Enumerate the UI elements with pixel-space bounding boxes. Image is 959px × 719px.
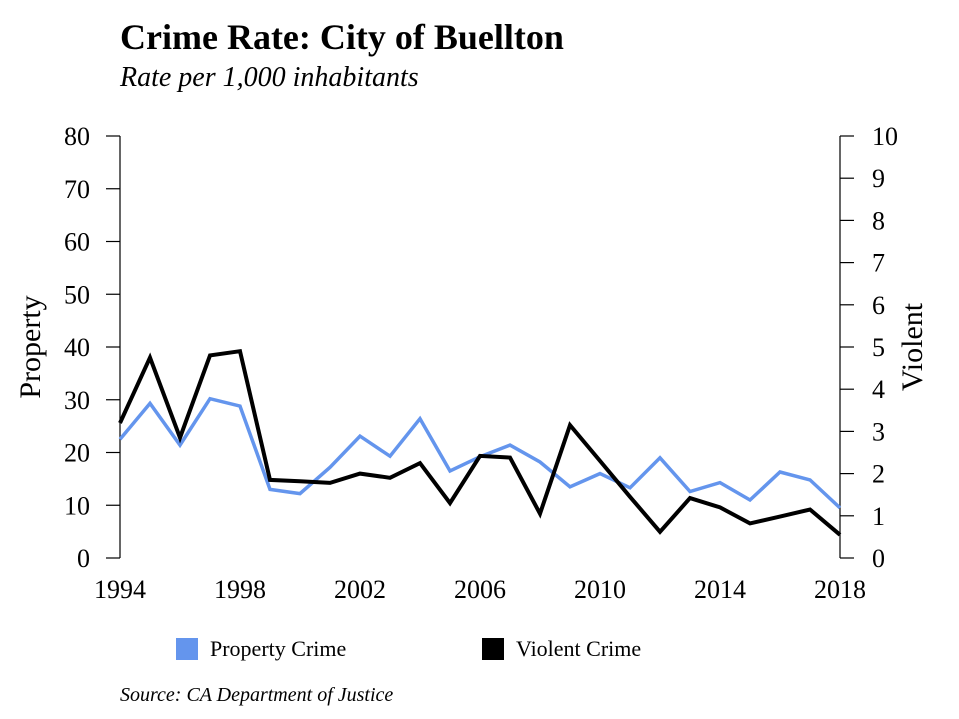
chart-subtitle: Rate per 1,000 inhabitants xyxy=(120,62,419,93)
property-crime-legend-swatch xyxy=(176,638,198,660)
violent-crime-legend-swatch xyxy=(482,638,504,660)
left-tick-label: 10 xyxy=(64,491,90,520)
right-tick-label: 5 xyxy=(872,333,885,362)
left-tick-label: 40 xyxy=(64,333,90,362)
left-tick-label: 20 xyxy=(64,439,90,468)
legend: Property Crime Violent Crime xyxy=(176,636,641,661)
right-tick-label: 6 xyxy=(872,291,885,320)
property-crime-line xyxy=(118,396,842,510)
x-tick-label: 1998 xyxy=(214,575,266,604)
x-tick-label: 1994 xyxy=(94,575,146,604)
x-tick-label: 2018 xyxy=(814,575,866,604)
axes: 0 10 20 30 40 50 60 70 80 0 1 2 3 4 5 6 7 8 9 10 1994 1998 200… xyxy=(14,122,929,604)
right-tick-label: 10 xyxy=(872,122,898,151)
left-tick-label: 0 xyxy=(77,544,90,573)
right-tick-label: 7 xyxy=(872,249,885,278)
left-tick-label: 50 xyxy=(64,280,90,309)
right-tick-label: 3 xyxy=(872,417,885,446)
right-tick-label: 4 xyxy=(872,375,885,404)
violent-crime-legend-label: Violent Crime xyxy=(516,636,641,661)
x-tick-label: 2002 xyxy=(334,575,386,604)
series-layer xyxy=(118,348,842,537)
x-tick-label: 2014 xyxy=(694,575,746,604)
left-tick-label: 30 xyxy=(64,386,90,415)
violent-crime-line xyxy=(118,348,842,537)
right-tick-label: 1 xyxy=(872,502,885,531)
right-tick-label: 9 xyxy=(872,164,885,193)
left-tick-label: 60 xyxy=(64,228,90,257)
left-tick-label: 70 xyxy=(64,175,90,204)
right-tick-label: 8 xyxy=(872,206,885,235)
right-axis-title: Violent xyxy=(896,302,929,391)
x-tick-label: 2010 xyxy=(574,575,626,604)
property-crime-legend-label: Property Crime xyxy=(210,636,346,661)
right-tick-label: 0 xyxy=(872,544,885,573)
left-axis-title: Property xyxy=(14,295,47,398)
x-tick-label: 2006 xyxy=(454,575,506,604)
chart-title: Crime Rate: City of Buellton xyxy=(120,17,564,57)
right-tick-label: 2 xyxy=(872,460,885,489)
source-note: Source: CA Department of Justice xyxy=(120,684,394,706)
left-tick-label: 80 xyxy=(64,122,90,151)
